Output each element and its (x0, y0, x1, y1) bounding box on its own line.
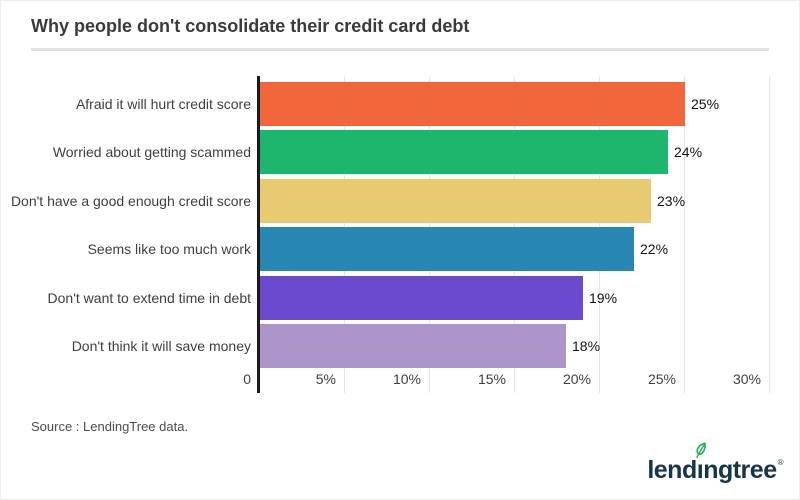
logo-text-pre: lend (647, 456, 697, 484)
bar (260, 227, 634, 271)
x-tick-label: 15% (477, 371, 506, 387)
trademark-symbol: ® (777, 458, 784, 467)
x-tick-label: 10% (392, 371, 421, 387)
x-tick-label: 20% (562, 371, 591, 387)
bar-value-label: 19% (589, 289, 618, 306)
bar-value-label: 22% (640, 241, 669, 257)
y-axis-line (257, 76, 260, 393)
category-label: Don't want to extend time in debt (47, 289, 251, 306)
bar (260, 130, 668, 174)
bar (260, 275, 583, 320)
category-label: Worried about getting scammed (52, 144, 251, 160)
category-label: Don't have a good enough credit score (10, 192, 251, 209)
x-tick-label: 30% (732, 371, 761, 387)
bar-value-label: 24% (674, 144, 703, 160)
x-axis: 0 5% 10% 15% 20% 25% 30% (1, 369, 800, 391)
leaf-icon (696, 442, 706, 458)
bar-value-label: 23% (657, 192, 686, 209)
gridline-30% (769, 76, 770, 393)
bar (260, 324, 566, 368)
logo-text-i: ı (696, 456, 704, 484)
logo-text-post: ngtree (703, 456, 777, 484)
lendingtree-logo: lend ı ngtree ® (647, 442, 784, 485)
x-tick-label: 25% (647, 371, 676, 387)
bar-value-label: 25% (691, 95, 720, 112)
category-label: Seems like too much work (87, 241, 251, 257)
bar-value-label: 18% (572, 338, 601, 354)
x-tick-label: 5% (315, 371, 336, 387)
category-label: Afraid it will hurt credit score (75, 95, 251, 112)
x-tick-label: 0 (243, 371, 251, 387)
page-title: Why people don't consolidate their credi… (31, 16, 470, 36)
category-label: Don't think it will save money (71, 338, 251, 354)
source-note: Source : LendingTree data. (31, 419, 189, 434)
bar-chart: Afraid it will hurt credit score 25% Worri… (1, 76, 800, 393)
gridline-25% (684, 76, 685, 393)
bar (260, 81, 685, 126)
title-divider (31, 48, 769, 51)
bar (260, 178, 651, 223)
